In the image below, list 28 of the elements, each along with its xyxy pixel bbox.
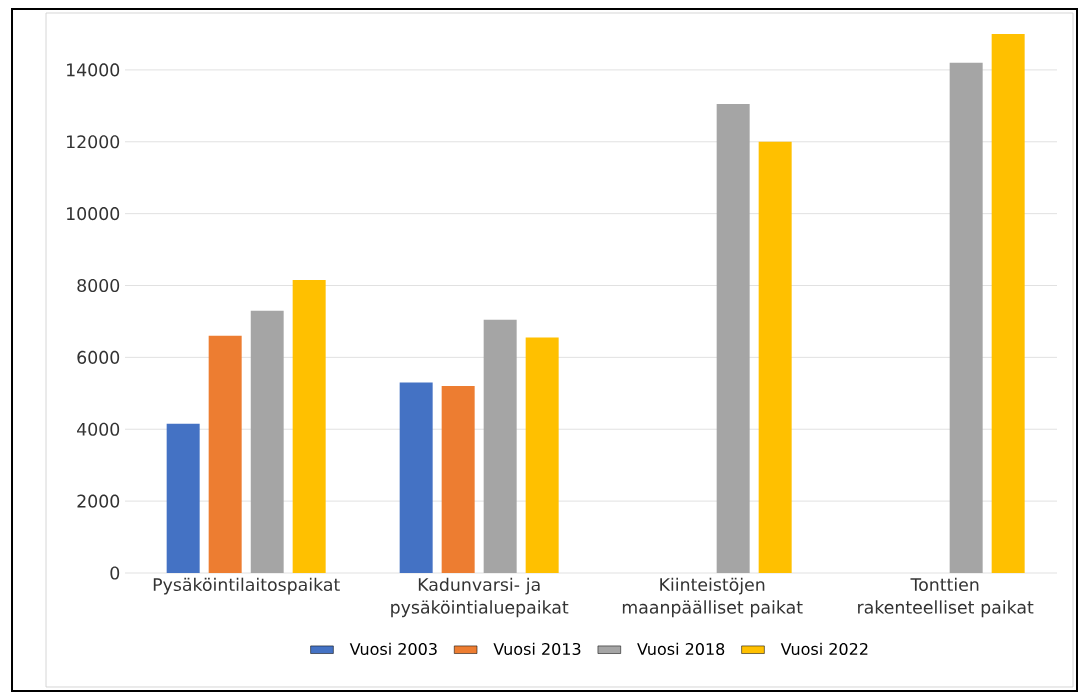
bar [525,337,559,573]
legend-label: Vuosi 2013 [493,642,581,656]
x-tick-label: Tonttien rakenteelliset paikat [858,577,1034,618]
y-tick-label: 8000 [77,278,120,293]
bar [441,386,475,573]
y-tick-label: 6000 [77,350,120,364]
bar [949,62,983,573]
bar [292,280,326,573]
x-tick-label: Kadunvarsi- ja pysäköintialuepaikat [391,577,569,618]
bar [758,141,792,573]
y-tick-label: 2000 [77,494,120,508]
bar [399,382,433,573]
legend-label: Vuosi 2018 [637,642,725,656]
legend-label: Vuosi 2022 [780,642,868,656]
bar [208,335,242,573]
bar [483,319,517,573]
y-tick-label: 0 [110,566,120,580]
legend-label: Vuosi 2003 [349,642,437,656]
y-tick-label: 14000 [67,63,120,77]
bar [991,33,1025,573]
x-tick-label: Kiinteistöjen maanpäälliset paikat [622,577,803,618]
y-tick-label: 12000 [67,135,120,149]
bar [716,104,750,573]
y-tick-label: 4000 [77,422,120,436]
bar [166,423,200,573]
bar [250,310,284,573]
x-tick-label: Pysäköintilaitospaikat [153,577,340,595]
y-tick-label: 10000 [67,207,120,221]
